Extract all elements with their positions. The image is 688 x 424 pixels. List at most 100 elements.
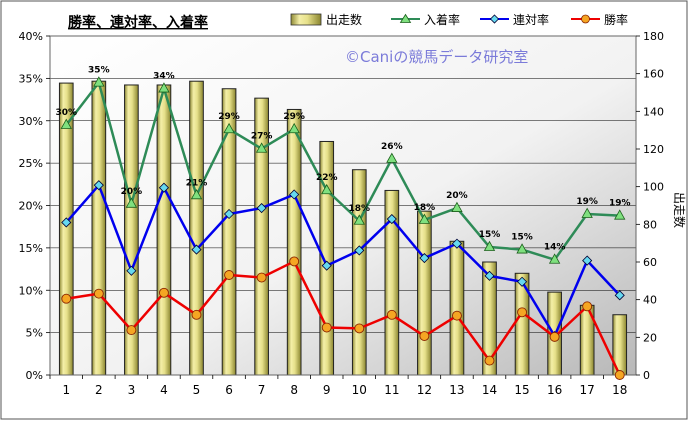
y-right-tick-label: 160 bbox=[643, 68, 664, 81]
y-right-tick-label: 40 bbox=[643, 294, 657, 307]
x-tick-label: 4 bbox=[160, 383, 168, 397]
series-line-rentai bbox=[65, 183, 621, 338]
y-left-tick-label: 40% bbox=[19, 30, 43, 43]
y-left-tick-label: 0% bbox=[26, 369, 43, 382]
point-nyuchaku bbox=[451, 201, 463, 212]
data-label-nyuchaku: 21% bbox=[186, 178, 208, 188]
point-nyuchaku bbox=[581, 207, 593, 218]
x-tick-label: 5 bbox=[193, 383, 201, 397]
legend: 出走数 入着率 連対率 勝率 bbox=[290, 12, 628, 27]
y-right-tick-label: 120 bbox=[643, 143, 664, 156]
point-rentai bbox=[419, 252, 430, 264]
bar-shussousuu bbox=[351, 169, 367, 376]
point-nyuchaku bbox=[288, 122, 300, 134]
point-shouritsu bbox=[191, 309, 202, 320]
legend-circle-marker bbox=[581, 14, 590, 24]
y-axis-left: 0% 5% 10% 15% 20% 25% 30% 35% 40% bbox=[19, 30, 50, 382]
bar-shussousuu bbox=[449, 240, 465, 376]
y-right-tick-label: 80 bbox=[643, 218, 657, 231]
data-label-nyuchaku: 35% bbox=[88, 66, 110, 76]
legend-bar-swatch bbox=[290, 13, 322, 26]
point-rentai bbox=[158, 182, 170, 193]
y-right-tick-label: 60 bbox=[643, 256, 657, 269]
point-shouritsu bbox=[93, 288, 104, 299]
x-tick-label: 11 bbox=[384, 383, 399, 397]
data-label-nyuchaku: 14% bbox=[544, 243, 566, 253]
point-rentai bbox=[516, 276, 528, 287]
data-label-nyuchaku: 20% bbox=[446, 191, 468, 201]
point-nyuchaku bbox=[158, 82, 170, 93]
point-rentai bbox=[289, 189, 300, 200]
point-labels: 30% 35% 20% 34% 21% 29% 27% 29% 22% 18% 26% 18% 20% 1… bbox=[56, 66, 631, 253]
point-shouritsu bbox=[126, 325, 137, 336]
y-right-tick-label: 140 bbox=[643, 105, 664, 118]
point-nyuchaku bbox=[93, 76, 105, 87]
x-tick-label: 3 bbox=[128, 383, 136, 397]
legend-label-bars: 出走数 bbox=[326, 12, 362, 27]
y-right-tick-label: 20 bbox=[643, 331, 657, 344]
x-tick-label: 12 bbox=[417, 383, 432, 397]
point-nyuchaku bbox=[190, 189, 203, 200]
point-rentai bbox=[582, 255, 593, 266]
legend-triangle-marker bbox=[399, 13, 412, 23]
y-left-tick-label: 15% bbox=[19, 242, 43, 255]
point-nyuchaku bbox=[386, 152, 398, 163]
y-right-tick-label: 0 bbox=[643, 369, 650, 382]
y-left-tick-label: 30% bbox=[19, 115, 43, 128]
y-left-tick-label: 10% bbox=[19, 284, 43, 297]
point-nyuchaku bbox=[255, 142, 268, 153]
data-label-nyuchaku: 18% bbox=[349, 204, 371, 214]
y-left-tick-label: 25% bbox=[19, 157, 43, 170]
chart-title: 勝率、連対率、入着率 bbox=[68, 14, 208, 31]
x-tick-label: 2 bbox=[95, 383, 103, 397]
point-shouritsu bbox=[386, 309, 397, 320]
x-tick-label: 17 bbox=[580, 383, 595, 397]
point-rentai bbox=[614, 290, 625, 301]
data-label-nyuchaku: 18% bbox=[414, 203, 436, 213]
point-shouritsu bbox=[224, 270, 235, 280]
bar-shussousuu bbox=[417, 210, 432, 376]
data-label-nyuchaku: 34% bbox=[153, 72, 175, 82]
bar-shussousuu bbox=[286, 108, 302, 376]
data-label-nyuchaku: 29% bbox=[218, 112, 240, 122]
y-right-tick-label: 100 bbox=[643, 181, 664, 194]
series-line-nyuchaku bbox=[65, 81, 620, 261]
point-rentai bbox=[451, 238, 463, 249]
point-rentai bbox=[61, 217, 72, 228]
legend-label-shouritsu: 勝率 bbox=[604, 12, 628, 27]
point-shouritsu bbox=[354, 323, 365, 334]
bar-shussousuu bbox=[156, 84, 172, 376]
line-series bbox=[60, 76, 626, 380]
point-rentai bbox=[484, 270, 495, 281]
point-shouritsu bbox=[517, 307, 528, 318]
point-rentai bbox=[321, 260, 332, 271]
gridlines bbox=[50, 78, 636, 333]
watermark: ©Caniの競馬データ研究室 bbox=[345, 48, 528, 66]
x-tick-label: 15 bbox=[514, 383, 529, 397]
data-label-nyuchaku: 19% bbox=[576, 197, 598, 207]
y-right-tick-label: 180 bbox=[643, 30, 664, 43]
point-shouritsu bbox=[419, 331, 430, 341]
x-tick-label: 7 bbox=[258, 383, 266, 397]
x-tick-label: 10 bbox=[352, 383, 367, 397]
x-tick-label: 8 bbox=[290, 383, 298, 397]
point-nyuchaku bbox=[321, 183, 333, 195]
point-shouritsu bbox=[321, 322, 332, 333]
point-nyuchaku bbox=[418, 213, 431, 224]
series-line-shouritsu bbox=[66, 260, 621, 376]
point-rentai bbox=[256, 202, 267, 214]
bar-series bbox=[58, 80, 628, 376]
data-label-nyuchaku: 19% bbox=[609, 199, 631, 209]
point-rentai bbox=[223, 208, 235, 220]
point-rentai bbox=[126, 265, 137, 276]
legend-label-rentai: 連対率 bbox=[513, 12, 549, 27]
data-label-nyuchaku: 27% bbox=[251, 132, 273, 142]
data-label-nyuchaku: 15% bbox=[479, 230, 501, 240]
point-nyuchaku bbox=[125, 197, 138, 208]
point-shouritsu bbox=[451, 310, 462, 321]
x-tick-label: 14 bbox=[482, 383, 497, 397]
y-axis-right: 0 20 40 60 80 100 120 140 160 180 bbox=[636, 30, 664, 382]
data-label-nyuchaku: 29% bbox=[283, 112, 305, 122]
